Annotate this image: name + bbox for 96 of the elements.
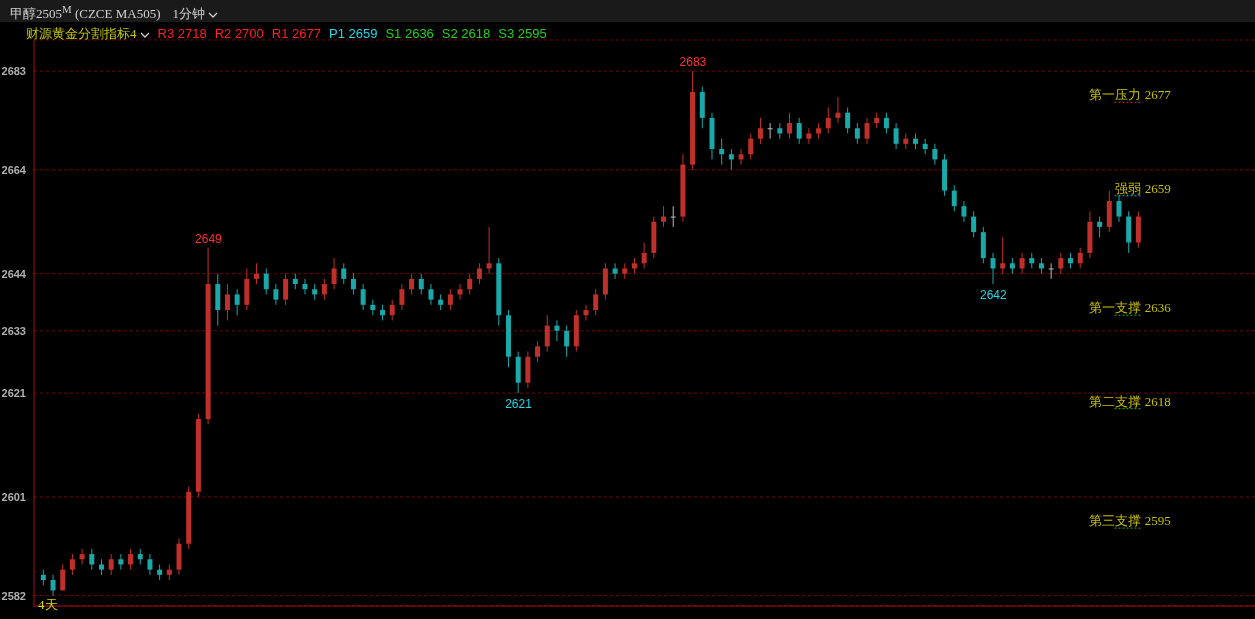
candlestick xyxy=(661,205,667,228)
annotation: 2642 xyxy=(980,288,1008,303)
candlestick xyxy=(932,143,938,166)
candlestick xyxy=(719,138,725,166)
candlestick xyxy=(476,262,482,285)
candlestick xyxy=(254,262,260,285)
candlestick xyxy=(893,122,899,150)
ref-line-label: 第一支撑 2636 xyxy=(1089,300,1172,316)
candlestick xyxy=(787,112,793,140)
candlestick xyxy=(864,117,870,145)
chart-title: 甲醇2505$^{M}$ (CZCE MA505) xyxy=(10,3,161,22)
candlestick xyxy=(486,226,492,275)
candlestick xyxy=(79,548,85,565)
candlestick xyxy=(535,340,541,363)
chart-subtitle: 1分钟 xyxy=(172,6,205,22)
y-tick-label: 2664 xyxy=(1,163,27,176)
y-tick-label: 2683 xyxy=(1,65,26,78)
candlestick xyxy=(341,262,347,285)
candlestick xyxy=(728,148,734,171)
candlestick xyxy=(302,278,308,295)
candlestick xyxy=(583,304,589,321)
candlestick xyxy=(350,273,356,295)
candlestick xyxy=(263,267,269,295)
y-tick-label: 2633 xyxy=(1,324,26,337)
annotation: R2 2700 xyxy=(214,26,264,41)
candlestick xyxy=(118,553,124,571)
ref-line-label: 第二支撑 2618 xyxy=(1089,393,1171,409)
candlestick xyxy=(409,273,415,295)
candlestick xyxy=(593,288,599,316)
candlestick xyxy=(835,96,841,124)
candlestick xyxy=(1000,236,1006,275)
candlestick xyxy=(457,283,463,301)
candlestick xyxy=(845,107,851,134)
candlestick xyxy=(389,299,395,321)
candlestick xyxy=(147,553,153,576)
candlestick xyxy=(1048,262,1054,280)
y-tick-label: 2621 xyxy=(1,387,26,400)
candlestick xyxy=(1097,216,1103,238)
candlestick xyxy=(331,257,337,290)
candlestick xyxy=(990,252,996,285)
candlestick xyxy=(612,262,618,280)
candlestick xyxy=(50,574,56,597)
candlestick xyxy=(89,548,95,571)
candlestick xyxy=(670,205,676,228)
candlestick xyxy=(321,278,327,301)
candlestick xyxy=(399,283,405,311)
annotation: R3 2718 xyxy=(157,26,207,41)
candlestick xyxy=(544,314,550,353)
candlestick xyxy=(951,184,957,212)
candlestick xyxy=(467,273,473,295)
annotation: R1 2677 xyxy=(271,26,321,41)
y-tick-label: 2644 xyxy=(1,267,27,280)
candlestick xyxy=(447,288,453,311)
candlestick xyxy=(108,553,114,576)
annotation: S3 2595 xyxy=(498,26,547,41)
ref-line-label: 第三支撑 2595 xyxy=(1089,513,1171,529)
candlestick xyxy=(554,319,560,342)
candlestick xyxy=(128,548,134,571)
candlestick xyxy=(796,117,802,145)
candlestick xyxy=(1116,195,1122,223)
annotation: S1 2636 xyxy=(385,26,434,41)
candlestick xyxy=(564,325,570,358)
candlestick xyxy=(418,273,424,295)
candlestick xyxy=(961,200,967,223)
candlestick xyxy=(1019,252,1025,275)
annotation: S2 2618 xyxy=(441,26,491,41)
ref-line-label: 第一压力 2677 xyxy=(1089,87,1172,103)
candlestick xyxy=(757,117,763,145)
annotation: 财源黄金分割指标4 xyxy=(26,26,138,41)
candlestick xyxy=(273,283,279,306)
annotation: 4天 xyxy=(38,596,58,614)
annotation: 2649 xyxy=(195,231,223,246)
annotation: 2683 xyxy=(679,55,707,70)
candlestick xyxy=(854,122,860,145)
candlestick xyxy=(360,283,366,311)
candlestick xyxy=(283,273,289,306)
candlestick xyxy=(69,553,75,576)
annotation: 2621 xyxy=(505,397,533,412)
candlestick xyxy=(1058,252,1064,275)
candlestick xyxy=(641,242,647,269)
candlestick xyxy=(224,283,230,321)
y-tick-label: 2601 xyxy=(1,490,26,503)
candlestick xyxy=(1077,247,1083,269)
ref-line-label: 强弱 2659 xyxy=(1115,180,1171,196)
candlestick xyxy=(883,112,889,134)
candlestick xyxy=(806,127,812,145)
annotation: P1 2659 xyxy=(328,26,378,41)
candlestick xyxy=(825,107,831,134)
candlestick xyxy=(767,122,773,140)
candlestick xyxy=(234,288,240,316)
candlestick xyxy=(971,210,977,238)
candlestick xyxy=(738,148,744,166)
y-tick-label: 2582 xyxy=(1,589,26,602)
candlestick xyxy=(428,283,434,306)
candlestick xyxy=(748,132,754,160)
candlestick xyxy=(60,563,66,591)
